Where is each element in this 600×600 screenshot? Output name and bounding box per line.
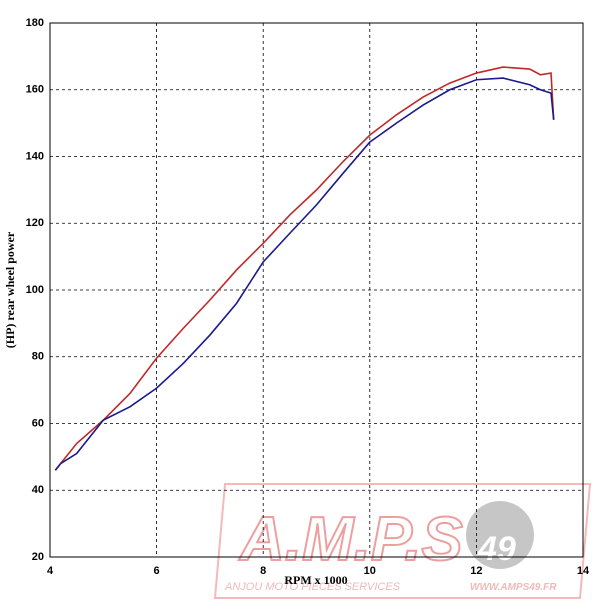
watermark-brand: A.M.P.S bbox=[238, 505, 463, 574]
y-tick-label: 40 bbox=[32, 484, 44, 496]
y-tick-label: 20 bbox=[32, 551, 44, 563]
y-tick-label: 140 bbox=[26, 150, 44, 162]
x-tick-label: 6 bbox=[154, 565, 160, 577]
watermark-number: 49 bbox=[477, 530, 516, 568]
y-tick-label: 60 bbox=[32, 417, 44, 429]
x-tick-label: 8 bbox=[260, 565, 266, 577]
series-line bbox=[54, 66, 555, 471]
y-tick-label: 100 bbox=[26, 284, 44, 296]
watermark-logo bbox=[466, 501, 534, 569]
x-tick-label: 12 bbox=[470, 565, 482, 577]
x-tick-label: 4 bbox=[47, 565, 54, 577]
y-tick-label: 180 bbox=[26, 17, 44, 29]
watermark-url: WWW.AMPS49.FR bbox=[470, 582, 557, 593]
y-tick-label: 160 bbox=[26, 84, 44, 96]
series-line bbox=[54, 77, 555, 471]
x-tick-label: 14 bbox=[577, 565, 590, 577]
y-tick-label: 80 bbox=[32, 351, 44, 363]
plot-frame bbox=[49, 22, 584, 558]
x-tick-label: 10 bbox=[364, 565, 376, 577]
watermark-tagline: ANJOU MOTO PIECES SERVICES bbox=[224, 581, 401, 593]
y-axis-title: (HP) rear wheel power bbox=[3, 231, 17, 348]
watermark: A.M.P.S 49 ANJOU MOTO PIECES SERVICES WW… bbox=[213, 483, 592, 599]
x-axis-title: RPM x 1000 bbox=[284, 573, 347, 587]
watermark-frame bbox=[213, 483, 592, 599]
y-tick-label: 120 bbox=[26, 217, 44, 229]
